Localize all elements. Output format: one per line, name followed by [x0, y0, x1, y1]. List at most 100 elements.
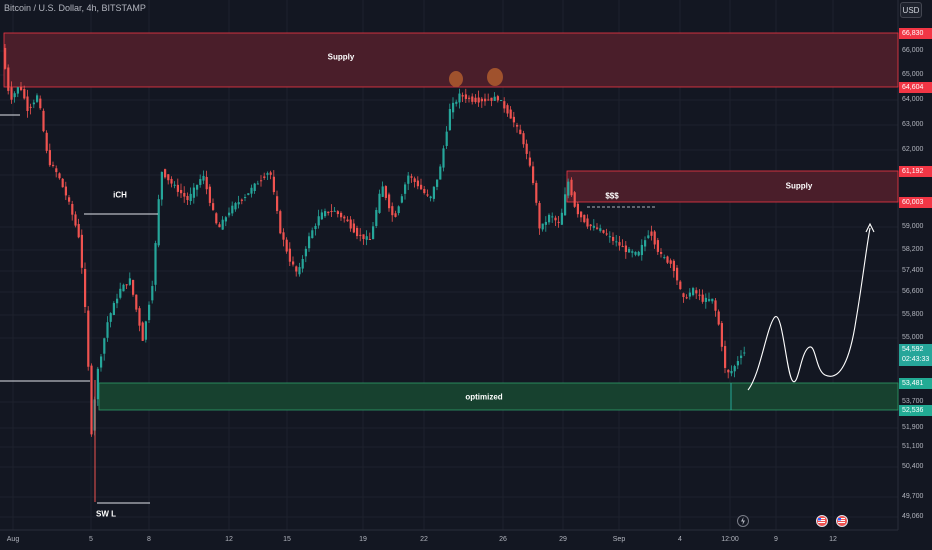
- chart-title: Bitcoin / U.S. Dollar, 4h, BITSTAMP: [4, 3, 146, 13]
- candle-body: [528, 157, 531, 166]
- projection-path[interactable]: [747, 227, 871, 391]
- candle-body: [20, 86, 23, 91]
- time-tick-label: Sep: [612, 536, 626, 543]
- candle-body: [580, 211, 583, 218]
- candle-body: [503, 101, 506, 109]
- candle-body: [154, 243, 157, 285]
- candle-body: [250, 187, 253, 194]
- candle-body: [122, 284, 125, 292]
- candle-body: [375, 210, 378, 226]
- candle-body: [96, 368, 99, 400]
- candle-body: [285, 239, 288, 252]
- candle-body: [650, 231, 653, 236]
- candle-body: [212, 203, 215, 210]
- candle-body: [624, 245, 627, 253]
- supply-mid-label: Supply: [785, 181, 813, 191]
- us-flag-event-icon[interactable]: [816, 515, 828, 527]
- price-level-badge: 64,604: [899, 82, 932, 93]
- candle-body: [228, 212, 231, 216]
- time-tick-label: 12:00: [721, 536, 739, 543]
- candle-body: [743, 352, 746, 354]
- candle-body: [381, 186, 384, 197]
- currency-button[interactable]: USD: [900, 2, 922, 18]
- candle-body: [522, 133, 525, 145]
- demand-label: optimized: [465, 392, 503, 402]
- candle-body: [605, 233, 608, 235]
- candle-body: [695, 290, 698, 294]
- candle-body: [708, 299, 711, 301]
- peak-marker-1[interactable]: [449, 71, 463, 87]
- candle-body: [77, 224, 80, 238]
- candle-body: [13, 93, 16, 98]
- lightning-event-icon[interactable]: [737, 515, 749, 527]
- price-tick-label: 58,200: [902, 246, 924, 253]
- candle-body: [727, 369, 730, 373]
- us-flag-event-icon-2[interactable]: [836, 515, 848, 527]
- candle-body: [544, 221, 547, 225]
- candle-body: [167, 174, 170, 181]
- candle-body: [500, 100, 503, 102]
- candle-body: [560, 212, 563, 225]
- candle-body: [493, 96, 496, 101]
- candle-body: [692, 288, 695, 296]
- candle-body: [554, 217, 557, 221]
- candle-body: [509, 109, 512, 119]
- candle-body: [32, 102, 35, 105]
- price-level-badge: 52,536: [899, 405, 932, 416]
- candle-body: [458, 93, 461, 103]
- time-tick-label: 26: [499, 536, 507, 543]
- candle-body: [253, 183, 256, 192]
- candle-body: [42, 110, 45, 132]
- candle-body: [292, 261, 295, 265]
- candle-body: [512, 116, 515, 123]
- candle-body: [71, 203, 74, 215]
- time-tick-label: 9: [774, 536, 778, 543]
- candle-body: [592, 225, 595, 228]
- candle-body: [132, 279, 135, 295]
- time-tick-label: 22: [420, 536, 428, 543]
- candle-body: [384, 186, 387, 198]
- candle-body: [391, 206, 394, 216]
- candle-body: [199, 179, 202, 185]
- candle-body: [388, 194, 391, 209]
- candle-body: [183, 192, 186, 197]
- time-tick-label: 19: [359, 536, 367, 543]
- candle-body: [589, 224, 592, 227]
- candle-body: [551, 216, 554, 218]
- demand-zone-optimized[interactable]: [98, 382, 899, 411]
- candle-body: [720, 323, 723, 347]
- candle-body: [615, 241, 618, 243]
- candle-body: [644, 240, 647, 247]
- candle-body: [116, 298, 119, 304]
- time-tick-label: 29: [559, 536, 567, 543]
- candle-body: [352, 223, 355, 233]
- candle-body: [669, 260, 672, 264]
- candle-body: [535, 182, 538, 203]
- price-tick-label: 64,000: [902, 96, 924, 103]
- candle-body: [688, 292, 691, 297]
- candle-body: [602, 230, 605, 233]
- candle-body: [240, 199, 243, 201]
- price-level-badge: 53,481: [899, 378, 932, 389]
- candle-body: [170, 178, 173, 184]
- supply-zone-mid[interactable]: [566, 170, 899, 203]
- candle-body: [640, 244, 643, 256]
- candle-body: [653, 231, 656, 245]
- candle-body: [647, 235, 650, 238]
- candle-body: [282, 232, 285, 240]
- candle-body: [23, 89, 26, 99]
- price-tick-label: 62,000: [902, 146, 924, 153]
- candle-body: [404, 184, 407, 194]
- candle-body: [151, 286, 154, 301]
- candle-body: [564, 194, 567, 216]
- candle-body: [205, 176, 208, 190]
- candle-body: [477, 97, 480, 103]
- candle-body: [7, 67, 10, 91]
- price-tick-label: 59,000: [902, 223, 924, 230]
- peak-marker-2[interactable]: [487, 68, 503, 86]
- candle-body: [138, 308, 141, 326]
- candle-body: [186, 195, 189, 201]
- candle-body: [656, 240, 659, 252]
- price-tick-label: 63,000: [902, 121, 924, 128]
